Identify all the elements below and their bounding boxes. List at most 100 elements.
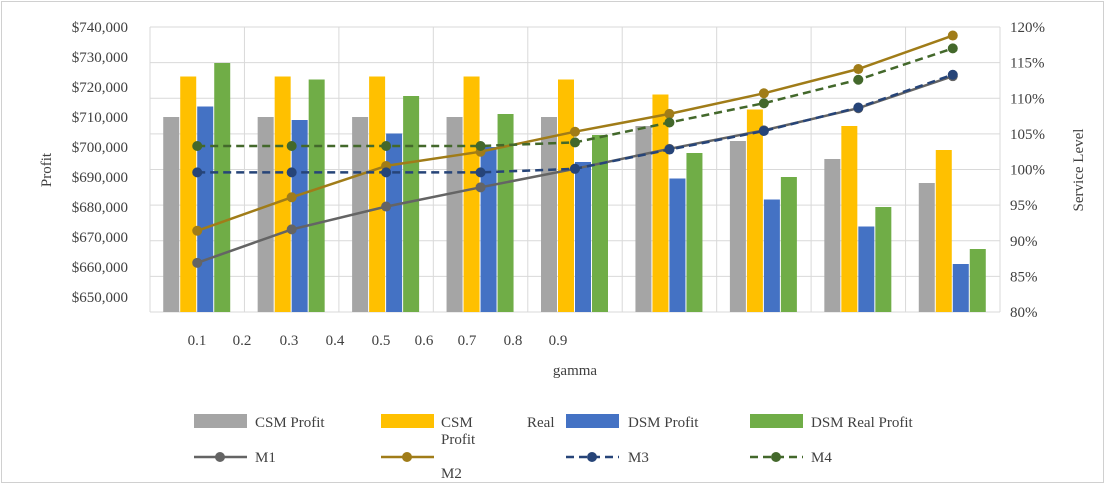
line-marker	[853, 102, 864, 113]
line-marker	[192, 167, 203, 178]
y-tick-label: $650,000	[72, 290, 128, 306]
y-tick-label: $690,000	[72, 170, 128, 186]
line-marker	[947, 30, 958, 41]
line-marker	[570, 137, 580, 148]
line-marker	[286, 167, 297, 178]
line-marker	[947, 43, 958, 54]
legend-swatch	[381, 414, 434, 428]
legend-label: M3	[628, 450, 649, 466]
line-marker	[286, 140, 297, 151]
x-tick-label: 0.4	[326, 333, 345, 349]
line-marker	[381, 201, 392, 212]
bars	[163, 63, 986, 312]
y-tick-label: $730,000	[72, 50, 128, 66]
bar	[291, 120, 308, 312]
line-marker	[570, 126, 580, 137]
bar	[308, 79, 325, 312]
x-tick-label: 0.8	[504, 333, 523, 349]
bar	[274, 76, 291, 312]
bar	[463, 76, 480, 312]
y-tick-label: $740,000	[72, 20, 128, 36]
bar	[686, 153, 703, 312]
bar	[446, 117, 463, 312]
bar	[858, 226, 875, 312]
bar	[163, 117, 180, 312]
legend-label: CSM Profit	[255, 415, 325, 431]
x-tick-label: 0.9	[549, 333, 568, 349]
bar	[257, 117, 274, 312]
line-marker	[664, 108, 675, 119]
bar	[824, 159, 841, 312]
bar	[497, 114, 514, 312]
legend-label: M1	[255, 450, 276, 466]
bar	[352, 117, 369, 312]
legend-label: M2	[441, 466, 462, 482]
bar	[635, 126, 652, 312]
bar	[575, 162, 591, 312]
line-marker	[664, 144, 675, 155]
line-marker	[286, 224, 297, 235]
bar	[780, 177, 797, 312]
legend-label: Profit	[441, 432, 476, 448]
bar	[952, 264, 969, 312]
y2-tick-label: 90%	[1010, 234, 1038, 250]
bar	[592, 135, 608, 312]
legend-marker	[771, 452, 781, 462]
line-marker	[570, 163, 580, 174]
bar	[214, 63, 231, 312]
legend-label: CSM	[441, 415, 473, 431]
line-marker	[475, 182, 486, 193]
y2-tick-label: 100%	[1010, 163, 1045, 179]
bar	[652, 94, 669, 312]
y-axis-title: Profit	[39, 152, 55, 187]
legend-label: DSM Profit	[628, 415, 699, 431]
x-tick-label: 0.1	[188, 333, 207, 349]
bar	[875, 207, 892, 312]
bar	[403, 96, 420, 312]
line-marker	[947, 69, 958, 80]
bar	[669, 178, 686, 312]
line-marker	[758, 88, 769, 99]
y-tick-label: $670,000	[72, 230, 128, 246]
legend-label: DSM Real Profit	[811, 415, 914, 431]
legend-swatch	[194, 414, 247, 428]
x-tick-label: 0.3	[280, 333, 299, 349]
bar	[558, 79, 574, 312]
x-tick-label: 0.7	[458, 333, 477, 349]
line-marker	[758, 98, 769, 109]
y2-tick-label: 80%	[1010, 305, 1038, 321]
line-marker	[853, 74, 864, 85]
bar	[197, 106, 214, 312]
y2-tick-label: 95%	[1010, 198, 1038, 214]
lines	[192, 30, 958, 268]
line-marker	[758, 126, 769, 137]
x-tick-label: 0.6	[415, 333, 434, 349]
line-marker	[853, 64, 864, 75]
bar	[918, 183, 935, 312]
line-marker	[192, 225, 203, 236]
y2-tick-label: 115%	[1010, 56, 1044, 72]
y2-axis-title: Service Level	[1071, 129, 1087, 212]
y2-tick-label: 85%	[1010, 269, 1038, 285]
y-tick-label: $720,000	[72, 80, 128, 96]
bar	[763, 199, 780, 312]
legend-marker	[587, 452, 597, 462]
bar	[746, 109, 763, 312]
bar	[841, 126, 858, 312]
line-marker	[381, 167, 392, 178]
y-tick-label: $710,000	[72, 110, 128, 126]
y2-tick-label: 105%	[1010, 127, 1045, 143]
y-tick-label: $680,000	[72, 200, 128, 216]
legend-label: M4	[811, 450, 832, 466]
bar	[935, 150, 952, 312]
legend-swatch	[566, 414, 619, 428]
line-marker	[475, 167, 486, 178]
bar	[369, 76, 386, 312]
x-axis-title: gamma	[553, 363, 597, 379]
y2-tick-label: 120%	[1010, 20, 1045, 36]
line-marker	[192, 140, 203, 151]
y-tick-label: $700,000	[72, 140, 128, 156]
line-marker	[664, 117, 675, 128]
line-marker	[286, 192, 297, 203]
